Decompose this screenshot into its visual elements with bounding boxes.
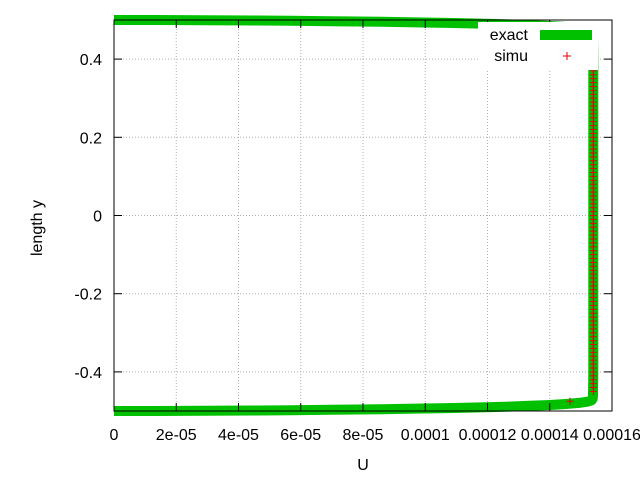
x-tick-label: 4e-05 (218, 427, 259, 444)
y-tick-label: 0 (93, 209, 102, 226)
legend-label-simu: simu (494, 48, 528, 65)
legend: exact simu (478, 22, 598, 70)
x-tick-label: 0.00012 (459, 427, 517, 444)
legend-label-exact: exact (490, 27, 529, 44)
x-tick-label: 0.0001 (401, 427, 450, 444)
axis-ticks: 0 2e-05 4e-05 6e-05 8e-05 0.0001 0.00012 0.0001… (74, 20, 640, 444)
x-tick-label: 2e-05 (156, 427, 197, 444)
x-tick-label: 6e-05 (280, 427, 321, 444)
series-simu-point (566, 397, 574, 405)
x-axis-label: U (357, 457, 369, 474)
x-tick-label: 0.00016 (583, 427, 640, 444)
y-tick-label: -0.4 (74, 365, 102, 382)
legend-marker-simu (563, 52, 571, 60)
y-tick-label: -0.2 (74, 287, 102, 304)
y-axis-label: length y (29, 200, 46, 256)
x-tick-label: 0.00014 (521, 427, 579, 444)
x-tick-label: 8e-05 (343, 427, 384, 444)
y-tick-label: 0.4 (80, 52, 102, 69)
x-tick-label: 0 (110, 427, 119, 444)
y-tick-label: 0.2 (80, 130, 102, 147)
